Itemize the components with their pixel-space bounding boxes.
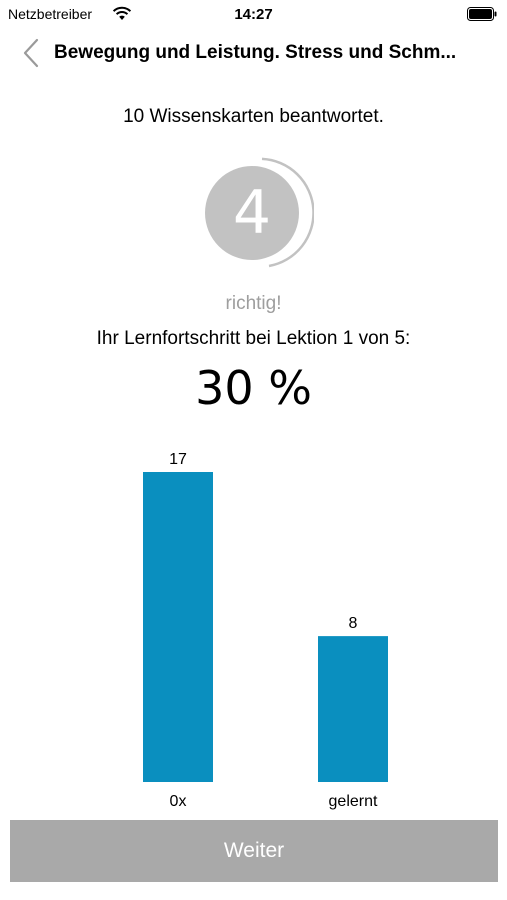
navigation-bar: Bewegung und Leistung. Stress und Schm..… <box>0 30 507 76</box>
bar-gelernt <box>318 636 388 782</box>
continue-button[interactable]: Weiter <box>10 820 498 882</box>
progress-value: 30 % <box>195 361 312 415</box>
progress-label: Ihr Lernfortschritt bei Lektion 1 von 5: <box>96 328 411 349</box>
page-title: Bewegung und Leistung. Stress und Schm..… <box>54 42 457 63</box>
wifi-icon <box>112 6 132 20</box>
correct-count: 4 <box>232 178 272 248</box>
progress-bar-chart: 17 0x 8 gelernt <box>143 451 388 810</box>
answered-count-text: 10 Wissenskarten beantwortet. <box>123 106 384 127</box>
category-label: gelernt <box>329 793 378 810</box>
status-time: 14:27 <box>234 6 273 23</box>
correct-label: richtig! <box>225 293 282 314</box>
battery-icon <box>467 7 497 21</box>
score-circle <box>205 157 314 268</box>
bar-value-label: 17 <box>169 451 187 468</box>
status-bar: Netzbetreiber 14:27 <box>0 0 507 28</box>
bar-0x <box>143 472 213 782</box>
chevron-left-icon[interactable] <box>18 36 46 70</box>
carrier-name: Netzbetreiber <box>8 6 93 22</box>
bar-value-label: 8 <box>349 615 358 632</box>
category-label: 0x <box>170 793 187 810</box>
